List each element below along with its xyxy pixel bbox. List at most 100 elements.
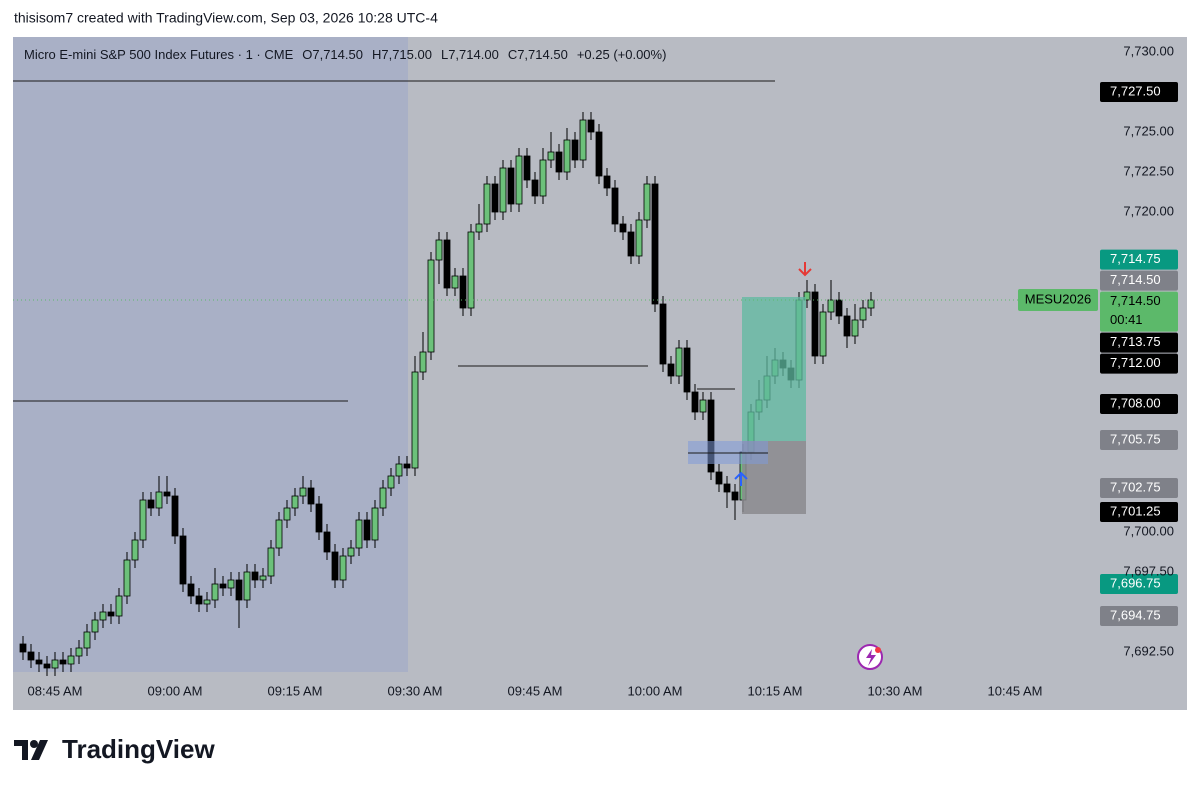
candle-body [83,631,91,649]
candle-body [339,555,347,581]
price-tag [1100,478,1178,498]
header: thisisom7 created with TradingView.com, … [14,10,438,26]
candle-body [587,119,595,133]
candle-body [131,539,139,561]
logo[interactable]: TradingView [14,734,215,764]
x-tick-label: 09:00 AM [148,683,203,698]
candle-body [467,231,475,309]
candle-body [579,119,587,161]
candle-body [19,643,27,653]
price-tag-label: 7,694.75 [1110,607,1161,622]
price-tag-label: 7,714.75 [1110,251,1161,266]
alert-bolt [866,649,876,666]
candle-body [243,571,251,601]
candle-body [651,183,659,305]
candle-body [611,187,619,225]
candle-body [67,655,75,665]
logo-mark [31,740,48,760]
candle-body [123,559,131,597]
price-tag [1100,502,1178,522]
candle-body [155,491,163,509]
candle-body [699,399,707,413]
price-tag-label: 7,705.75 [1110,431,1161,446]
candle-body [283,507,291,521]
candle-body [827,299,835,313]
candle-body [835,299,843,317]
candle-body [259,575,267,581]
candle-body [715,471,723,485]
candle-body [843,315,851,337]
y-tick-label: 7,725.00 [1123,123,1174,138]
y-tick-label: 7,722.50 [1123,163,1174,178]
sell-arrow [798,262,812,277]
candle-body [539,159,547,197]
candle-body [267,547,275,577]
x-tick-label: 09:30 AM [388,683,443,698]
candle-body [179,535,187,585]
candle-body [419,351,427,373]
candle-body [315,503,323,533]
legend-value: +0.25 (+0.00%) [577,47,667,62]
candle-body [171,495,179,537]
legend-value: C7,714.50 [508,47,568,62]
candle-body [75,647,83,657]
candle-body [363,519,371,541]
legend: Micro E-mini S&P 500 Index Futures · 1 ·… [24,47,666,62]
candle-body [307,487,315,505]
candle-body [555,151,563,173]
buy-arrow [734,471,748,486]
candle-body [227,579,235,589]
candle-body [371,507,379,541]
candle-body [635,219,643,257]
candle-body [723,483,731,493]
candle-body [691,391,699,413]
footer-brand: TradingView [62,734,215,764]
legend-value: H7,715.00 [372,47,432,62]
candle-body [379,487,387,509]
candle-body [563,139,571,173]
candle-body [35,659,43,665]
candle-body [643,183,651,221]
x-tick-label: 10:00 AM [628,683,683,698]
x-tick-label: 10:15 AM [748,683,803,698]
candle-body [707,399,715,473]
candle-body [387,475,395,489]
premarket-shade [13,37,408,672]
candle-body [819,311,827,357]
candle-body [43,663,51,669]
candle-body [395,463,403,477]
candle-body [235,579,243,601]
candle-body [451,275,459,289]
symbol-label: MESU2026 [1025,291,1091,306]
candle-body [491,183,499,213]
price-tag-label: 7,712.00 [1110,355,1161,370]
candle-body [507,167,515,205]
last-price-label: 7,714.50 [1110,293,1161,308]
candle-body [595,131,603,177]
candle-body [531,179,539,197]
x-tick-label: 08:45 AM [28,683,83,698]
candle-body [459,275,467,309]
price-tag [1100,574,1178,594]
x-tick-label: 09:45 AM [508,683,563,698]
candle-body [211,583,219,601]
candle-body [355,519,363,549]
candle-body [347,547,355,557]
candle-body [251,571,259,581]
candle-body [99,611,107,621]
overlay: 7,727.50 7,714.75 7,714.50 7,713.75 7,712.00… [13,82,1178,626]
candle-body [499,167,507,213]
candle-body [435,239,443,261]
legend-symbol: Micro E-mini S&P 500 Index Futures · 1 ·… [24,47,294,62]
candle-body [139,499,147,541]
candle-body [147,499,155,509]
price-tag-label: 7,714.50 [1110,272,1161,287]
candle-body [675,347,683,377]
y-tick-label: 7,730.00 [1123,43,1174,58]
candle-body [475,223,483,233]
price-tag-label: 7,702.75 [1110,479,1161,494]
candle-body [51,659,59,669]
symbol-tag [1018,289,1098,311]
candle-body [811,291,819,357]
